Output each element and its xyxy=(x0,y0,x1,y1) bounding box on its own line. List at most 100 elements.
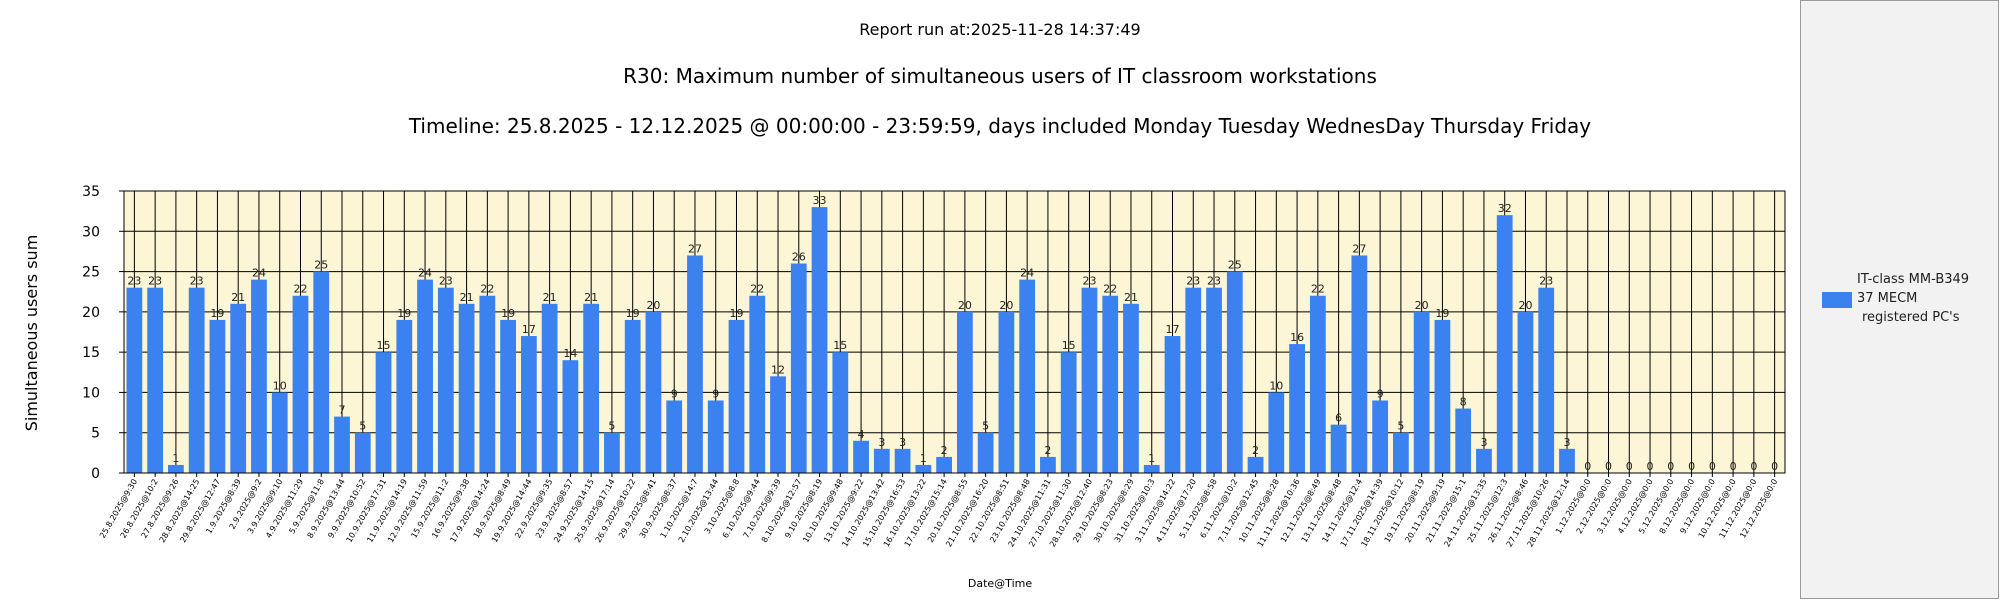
bar xyxy=(687,255,703,473)
bar xyxy=(1496,215,1513,473)
bar xyxy=(832,352,849,473)
data-label: 1 xyxy=(920,452,927,465)
report-run-text: Report run at:2025-11-28 14:37:49 xyxy=(859,20,1140,39)
data-label: 23 xyxy=(1539,275,1553,288)
data-label: 5 xyxy=(982,420,989,433)
data-label: 7 xyxy=(339,404,346,417)
data-label: 21 xyxy=(460,291,474,304)
data-label: 15 xyxy=(377,339,391,352)
bar xyxy=(437,287,454,473)
data-label: 0 xyxy=(1750,460,1757,473)
data-label: 23 xyxy=(1082,275,1096,288)
data-label: 25 xyxy=(314,259,328,272)
legend-panel: IT-class MM-B349 37 MECM registered PC's xyxy=(1800,0,1999,599)
bar xyxy=(396,319,413,473)
legend-swatch-it-class xyxy=(1822,292,1852,308)
data-label: 12 xyxy=(771,363,785,376)
data-label: 14 xyxy=(563,347,577,360)
y-tick-label: 30 xyxy=(82,224,100,240)
bar xyxy=(1289,344,1305,473)
x-axis-label: Date@Time xyxy=(968,577,1032,590)
bar xyxy=(894,448,911,473)
y-tick-label: 0 xyxy=(91,466,100,482)
data-label: 23 xyxy=(190,275,204,288)
bar xyxy=(811,207,828,473)
data-label: 27 xyxy=(1352,242,1366,255)
data-label: 20 xyxy=(1415,299,1429,312)
data-label: 5 xyxy=(359,420,366,433)
y-tick-label: 5 xyxy=(91,426,100,442)
bar xyxy=(1185,287,1202,473)
data-label: 1 xyxy=(172,452,179,465)
bar xyxy=(1060,352,1077,473)
data-label: 17 xyxy=(1166,323,1180,336)
data-label: 19 xyxy=(729,307,743,320)
bar xyxy=(520,336,537,473)
data-label: 3 xyxy=(1480,436,1487,449)
plot-frame xyxy=(123,190,1786,474)
bar xyxy=(915,464,932,473)
y-tick-label: 25 xyxy=(82,265,100,281)
data-label: 27 xyxy=(688,242,702,255)
data-label: 2 xyxy=(1044,444,1051,457)
data-label: 1 xyxy=(1148,452,1155,465)
data-label: 33 xyxy=(813,194,827,207)
bar xyxy=(1330,424,1347,473)
plot-background xyxy=(124,191,1785,473)
bar xyxy=(562,360,579,473)
bar xyxy=(1517,311,1534,473)
bar xyxy=(1206,287,1222,473)
bar xyxy=(1268,392,1285,473)
data-label: 0 xyxy=(1647,460,1654,473)
bar xyxy=(1019,279,1036,473)
data-label: 20 xyxy=(1518,299,1532,312)
data-label: 23 xyxy=(148,275,162,288)
bar xyxy=(313,271,330,473)
data-label: 20 xyxy=(999,299,1013,312)
bar xyxy=(790,263,807,473)
data-label: 4 xyxy=(858,428,865,441)
y-tick-label: 10 xyxy=(82,385,100,401)
chart-area: Report run at:2025-11-28 14:37:49 R30: M… xyxy=(22,20,1786,590)
bar xyxy=(1247,456,1264,473)
chart-timeline: Timeline: 25.8.2025 - 12.12.2025 @ 00:00… xyxy=(408,114,1591,138)
data-label: 6 xyxy=(1335,412,1342,425)
data-label: 0 xyxy=(1605,460,1612,473)
bar xyxy=(977,432,994,473)
data-label: 24 xyxy=(252,267,266,280)
bar xyxy=(500,319,516,473)
bar xyxy=(770,376,786,473)
bar xyxy=(1413,311,1430,473)
legend-line-3: registered PC's xyxy=(1862,310,1960,325)
bar xyxy=(624,319,641,473)
data-label: 3 xyxy=(1563,436,1570,449)
bar xyxy=(188,287,205,473)
data-label: 10 xyxy=(273,379,287,392)
bar xyxy=(1351,255,1368,473)
data-label: 8 xyxy=(1460,396,1467,409)
data-label: 5 xyxy=(608,420,615,433)
data-label: 0 xyxy=(1709,460,1716,473)
data-label: 22 xyxy=(1311,283,1325,296)
data-label: 19 xyxy=(1435,307,1449,320)
bar xyxy=(541,303,558,473)
bar xyxy=(583,303,600,473)
bar xyxy=(604,432,620,473)
data-label: 0 xyxy=(1771,460,1778,473)
bar xyxy=(873,448,890,473)
y-axis-label: Simultaneous users sum xyxy=(22,235,41,432)
data-label: 3 xyxy=(878,436,885,449)
bar xyxy=(334,416,350,473)
data-label: 19 xyxy=(626,307,640,320)
data-label: 19 xyxy=(397,307,411,320)
bar xyxy=(230,303,247,473)
y-tick-label: 15 xyxy=(82,345,100,361)
data-label: 23 xyxy=(439,275,453,288)
bar xyxy=(1081,287,1098,473)
data-label: 10 xyxy=(1269,379,1283,392)
data-label: 0 xyxy=(1730,460,1737,473)
bar xyxy=(1559,448,1575,473)
bar xyxy=(147,287,164,473)
bar xyxy=(1393,432,1409,473)
bar xyxy=(375,352,392,473)
